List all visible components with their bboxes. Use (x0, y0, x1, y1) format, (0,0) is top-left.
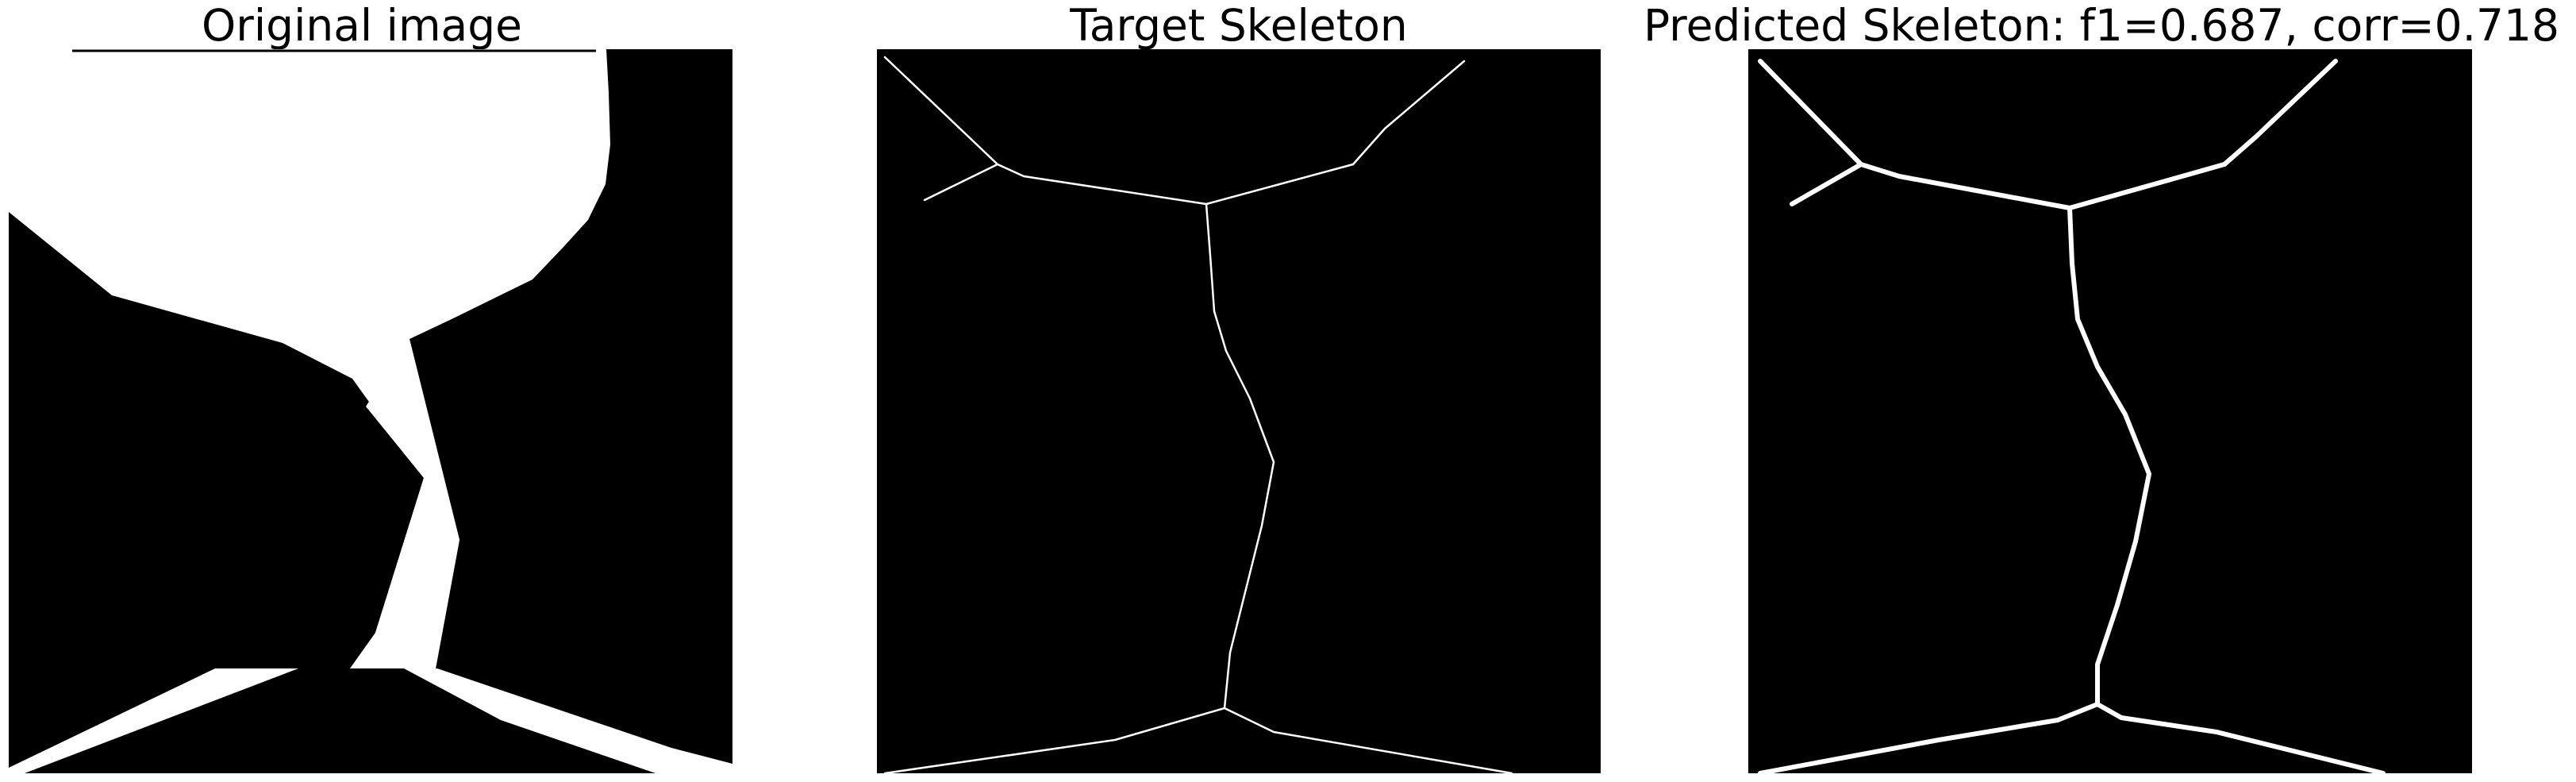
target-top-bar (996, 163, 1355, 206)
predicted-branch-left (1790, 162, 1863, 206)
predicted-branch-top-left (1758, 59, 1863, 167)
predicted-branch-top-right (2222, 59, 2338, 167)
predicted-bottom-left (1758, 702, 2100, 773)
predicted-skeleton-image (1748, 49, 2472, 773)
original-image-panel (9, 49, 732, 773)
target-skeleton-image (877, 49, 1601, 773)
predicted-bottom-right (2095, 702, 2386, 773)
target-bottom-right (1223, 707, 1513, 773)
original-white-bottom-left (9, 668, 298, 773)
original-white-top-region (9, 49, 610, 668)
target-spine (1205, 202, 1275, 710)
original-image-title: Original image (201, 0, 522, 51)
target-skeleton-lines (883, 56, 1513, 773)
target-skeleton-title: Target Skeleton (1070, 0, 1408, 51)
predicted-background (1748, 49, 2472, 773)
predicted-skeleton-lines (1758, 59, 2386, 773)
predicted-top-bar (1859, 162, 2227, 210)
predicted-skeleton-panel (1748, 49, 2472, 773)
target-skeleton-panel (877, 49, 1601, 773)
target-branch-top-left (883, 56, 999, 166)
target-bottom-left (883, 707, 1226, 773)
original-image (9, 49, 732, 773)
predicted-skeleton-title: Predicted Skeleton: f1=0.687, corr=0.718 (1643, 0, 2560, 51)
original-white-crack (350, 339, 459, 668)
predicted-spine (2067, 206, 2151, 707)
target-background (877, 49, 1601, 773)
original-white-bottom-right (404, 668, 732, 773)
target-branch-left (923, 163, 999, 202)
target-branch-top-right (1351, 60, 1466, 166)
